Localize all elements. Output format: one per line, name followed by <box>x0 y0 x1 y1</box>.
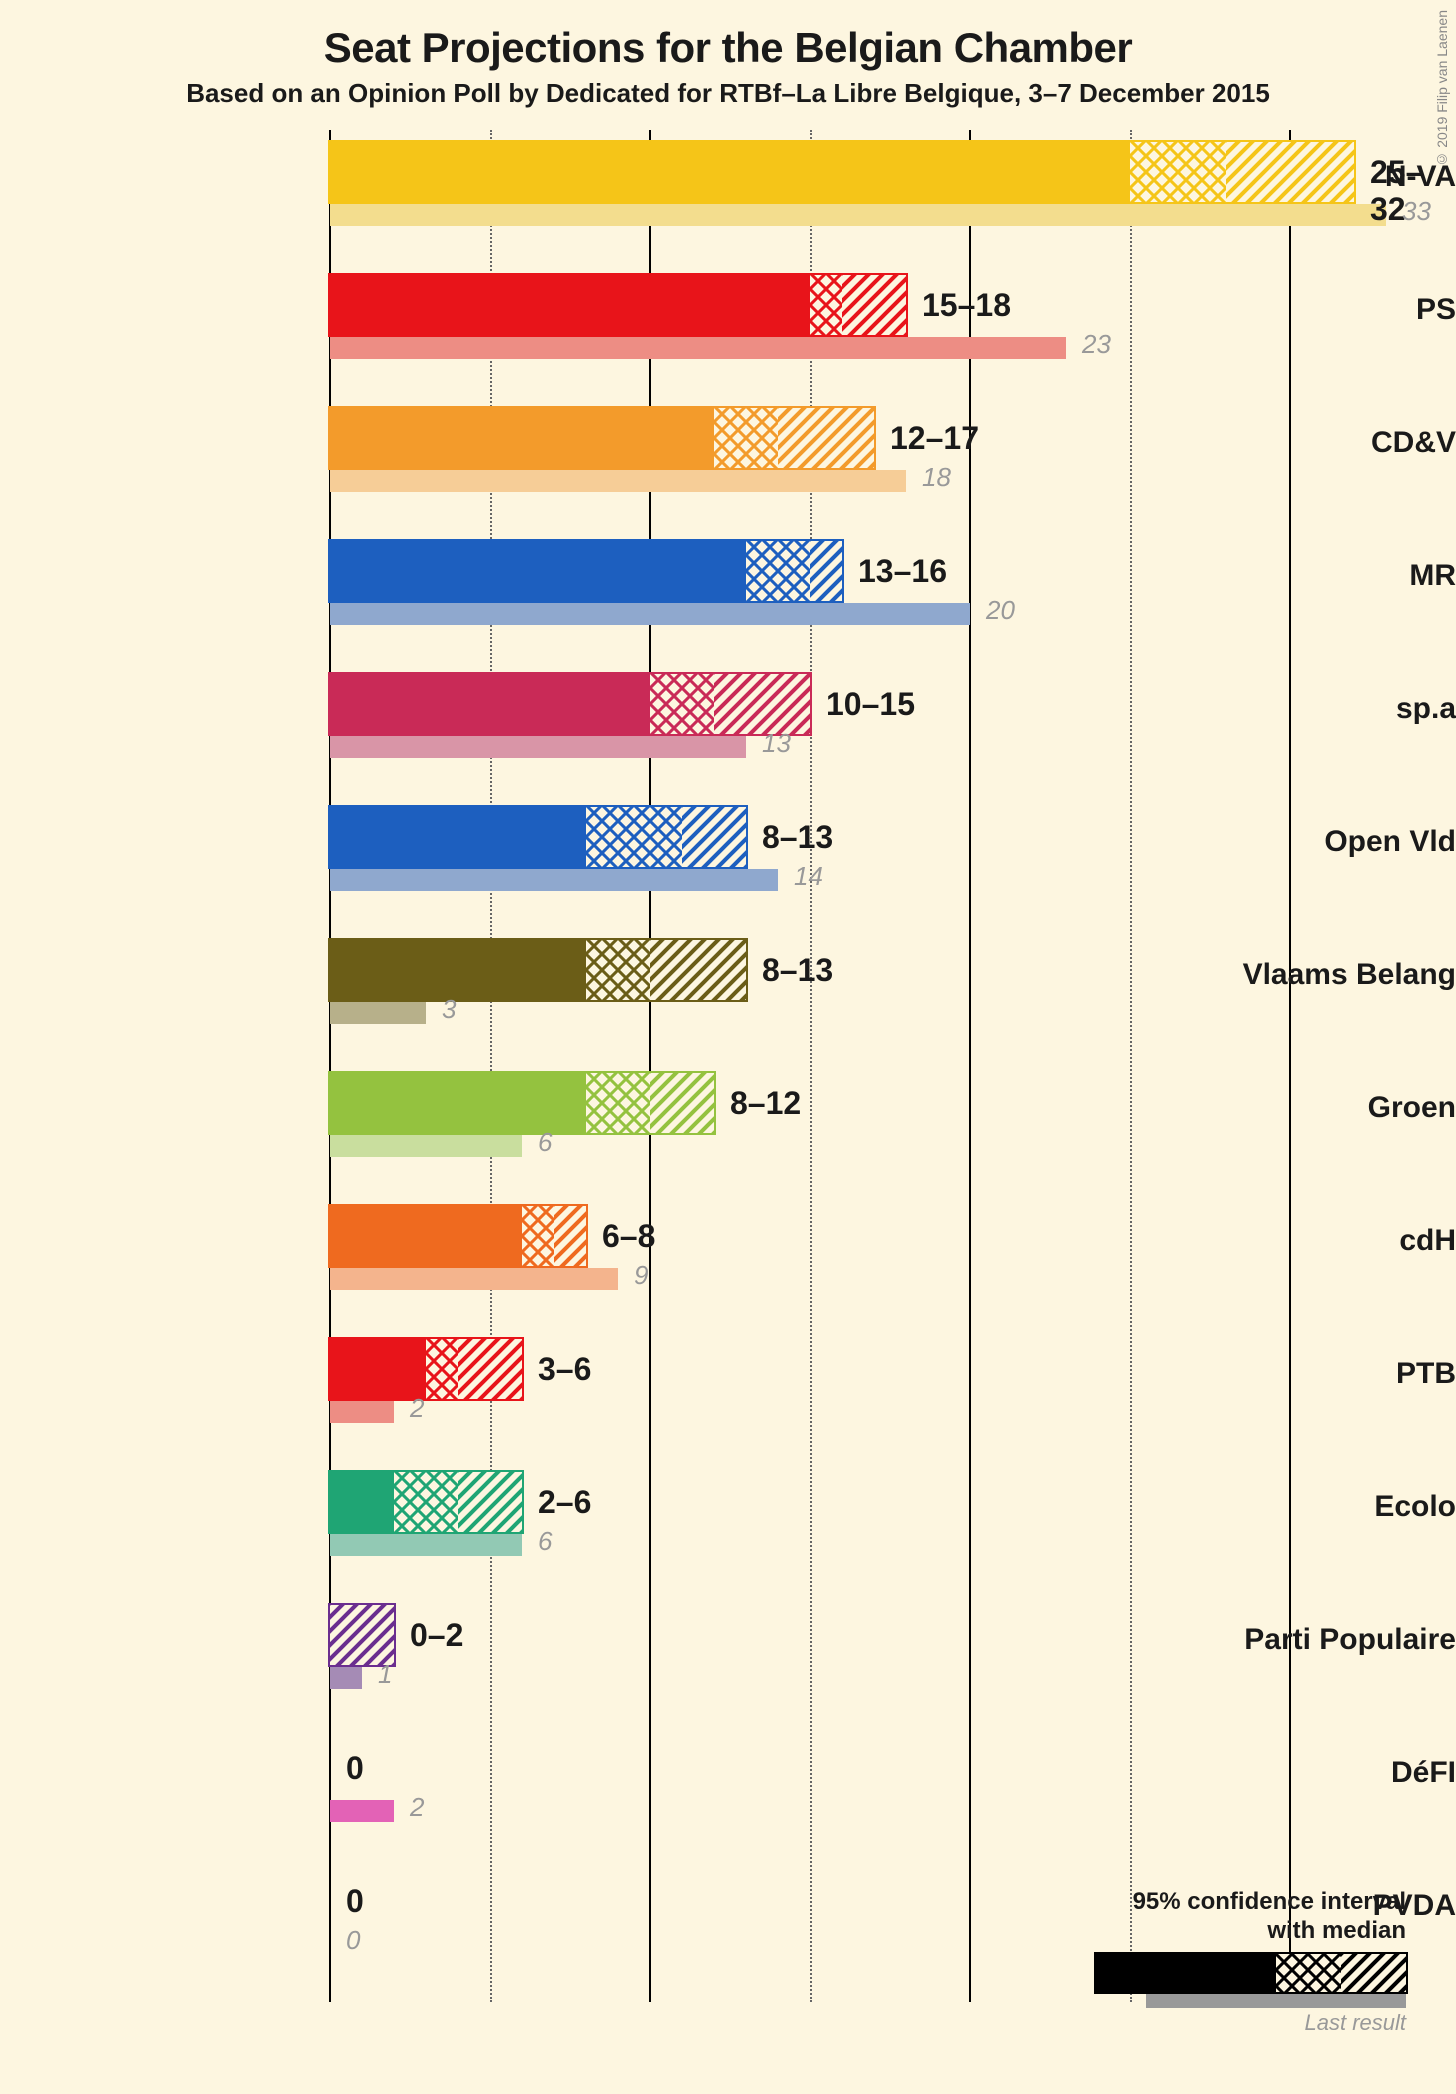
party-row: N-VA25–3233 <box>0 140 1456 226</box>
party-label: Parti Populaire <box>1146 1623 1456 1657</box>
last-result-bar <box>330 1268 618 1290</box>
party-label: PTB <box>1146 1357 1456 1391</box>
party-row: Parti Populaire 0–2 1 <box>0 1603 1456 1689</box>
chart-title: Seat Projections for the Belgian Chamber <box>0 0 1456 72</box>
ci-outline <box>328 1337 524 1401</box>
legend-line1: 95% confidence interval <box>1133 1888 1406 1915</box>
party-label: CD&V <box>1146 426 1456 460</box>
last-result-bar <box>330 1002 426 1024</box>
party-row: Vlaams Belang 8–13 3 <box>0 938 1456 1024</box>
last-result-label: 6 <box>538 1127 552 1158</box>
ci-outline <box>328 1603 396 1667</box>
ci-outline <box>328 140 1356 204</box>
legend-last-label: Last result <box>1096 2010 1406 2036</box>
range-label: 15–18 <box>922 287 1011 324</box>
last-result-bar <box>330 736 746 758</box>
party-label: Ecolo <box>1146 1490 1456 1524</box>
party-label: cdH <box>1146 1224 1456 1258</box>
last-result-label: 23 <box>1082 329 1111 360</box>
party-row: CD&V 12–17 18 <box>0 406 1456 492</box>
range-label: 0–2 <box>410 1617 463 1654</box>
range-label: 13–16 <box>858 553 947 590</box>
party-label: Vlaams Belang <box>1146 958 1456 992</box>
party-row: PTB 3–6 2 <box>0 1337 1456 1423</box>
party-label: MR <box>1146 559 1456 593</box>
range-label: 8–12 <box>730 1085 801 1122</box>
range-label: 0 <box>346 1750 364 1787</box>
last-result-label: 3 <box>442 994 456 1025</box>
last-result-label: 0 <box>346 1925 360 1956</box>
last-result-bar <box>330 1667 362 1689</box>
last-result-label: 13 <box>762 728 791 759</box>
party-row: Groen 8–12 6 <box>0 1071 1456 1157</box>
last-result-bar <box>330 1135 522 1157</box>
ci-outline <box>328 672 812 736</box>
ci-outline <box>328 1204 588 1268</box>
ci-outline <box>328 273 908 337</box>
party-row: PS 15–18 23 <box>0 273 1456 359</box>
ci-outline <box>328 1470 524 1534</box>
last-result-bar <box>330 1800 394 1822</box>
last-result-label: 6 <box>538 1526 552 1557</box>
party-row: cdH 6–8 9 <box>0 1204 1456 1290</box>
party-label: Groen <box>1146 1091 1456 1125</box>
last-result-bar <box>330 470 906 492</box>
last-result-bar <box>330 1401 394 1423</box>
legend-title: 95% confidence interval with median <box>1096 1888 1406 1946</box>
last-result-label: 2 <box>410 1393 424 1424</box>
party-row: MR 13–16 20 <box>0 539 1456 625</box>
range-label: 8–13 <box>762 952 833 989</box>
ci-outline <box>328 938 748 1002</box>
range-label: 6–8 <box>602 1218 655 1255</box>
last-result-bar <box>330 1534 522 1556</box>
legend-line2: with median <box>1267 1917 1406 1944</box>
chart-subtitle: Based on an Opinion Poll by Dedicated fo… <box>0 78 1456 109</box>
last-result-label: 14 <box>794 861 823 892</box>
range-label: 12–17 <box>890 420 979 457</box>
last-result-bar <box>330 603 970 625</box>
ci-outline <box>328 1071 716 1135</box>
party-row: Open Vld 8–13 14 <box>0 805 1456 891</box>
range-label: 8–13 <box>762 819 833 856</box>
party-row: sp.a 10–15 13 <box>0 672 1456 758</box>
last-result-label: 18 <box>922 462 951 493</box>
page: Seat Projections for the Belgian Chamber… <box>0 0 1456 2094</box>
last-result-bar <box>330 337 1066 359</box>
range-label: 10–15 <box>826 686 915 723</box>
ci-outline <box>328 539 844 603</box>
last-result-bar <box>330 869 778 891</box>
ci-outline <box>328 805 748 869</box>
party-label: DéFI <box>1146 1756 1456 1790</box>
legend-outline <box>1094 1952 1408 1994</box>
party-row: DéFI 0 2 <box>0 1736 1456 1822</box>
legend-last-bar <box>1146 1992 1406 2008</box>
legend-bars <box>1096 1954 1406 2010</box>
last-result-label: 1 <box>378 1659 392 1690</box>
range-label: 3–6 <box>538 1351 591 1388</box>
seat-projection-chart: N-VA25–3233PS15–1823CD&V12–1718MR13–1620… <box>0 130 1456 2050</box>
party-row: Ecolo 2–6 6 <box>0 1470 1456 1556</box>
range-label: 0 <box>346 1883 364 1920</box>
last-result-bar <box>330 204 1386 226</box>
ci-outline <box>328 406 876 470</box>
party-label: sp.a <box>1146 692 1456 726</box>
legend: 95% confidence interval with median Last… <box>1096 1888 1406 2036</box>
party-label: Open Vld <box>1146 825 1456 859</box>
last-result-label: 2 <box>410 1792 424 1823</box>
last-result-label: 9 <box>634 1260 648 1291</box>
range-label: 2–6 <box>538 1484 591 1521</box>
party-label: PS <box>1146 293 1456 327</box>
last-result-label: 20 <box>986 595 1015 626</box>
last-result-label: 33 <box>1402 196 1431 227</box>
